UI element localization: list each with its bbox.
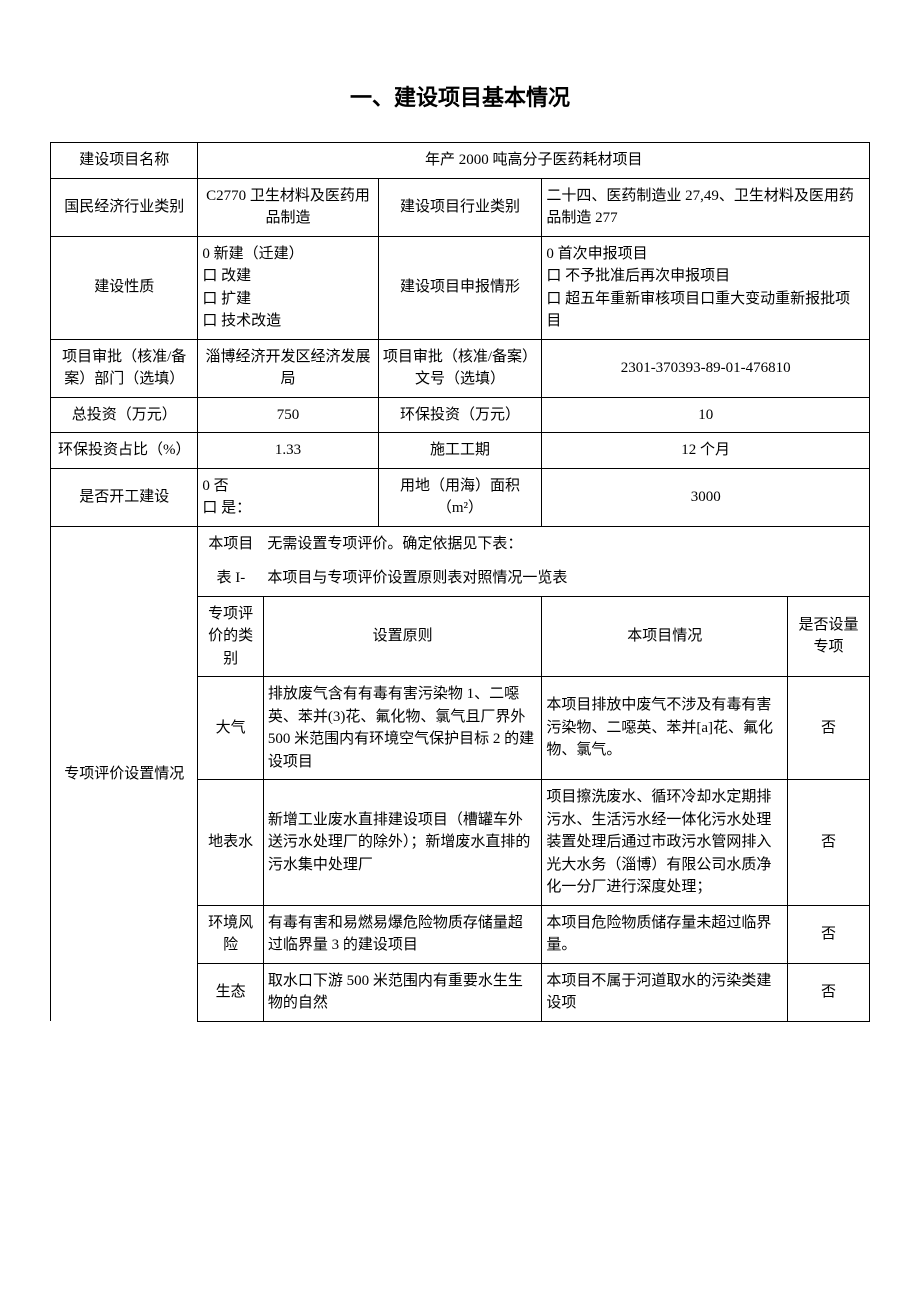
- page-title: 一、建设项目基本情况: [50, 80, 870, 112]
- inner-header-type: 专项评价的类别: [198, 596, 264, 677]
- label-env-ratio: 环保投资占比（%）: [51, 433, 198, 469]
- value-construction-nature: 0 新建（迁建） 口 改建 口 扩建 口 技术改造: [198, 236, 378, 339]
- eval-principle: 新增工业废水直排建设项目（槽罐车外送污水处理厂的除外）；新增废水直排的污水集中处…: [263, 780, 541, 906]
- eval-situation: 项目擦洗废水、循环冷却水定期排污水、生活污水经一体化污水处理装置处理后通过市政污…: [542, 780, 788, 906]
- intro-text: 无需设置专项评价。确定依据见下表：: [263, 526, 869, 561]
- eval-type: 生态: [198, 963, 264, 1021]
- table1-caption: 本项目与专项评价设置原则表对照情况一览表: [263, 561, 869, 596]
- value-land-area: 3000: [542, 468, 870, 526]
- label-industry-cat: 国民经济行业类别: [51, 178, 198, 236]
- value-approval-doc: 2301-370393-89-01-476810: [542, 339, 870, 397]
- label-period: 施工工期: [378, 433, 542, 469]
- eval-principle: 排放废气含有有毒有害污染物 1、二噁英、苯并(3)花、氟化物、氯气且厂界外 50…: [263, 677, 541, 780]
- label-approval-dept: 项目审批（核准/备案）部门（选填）: [51, 339, 198, 397]
- label-total-investment: 总投资（万元）: [51, 397, 198, 433]
- value-env-investment: 10: [542, 397, 870, 433]
- eval-principle: 有毒有害和易燃易爆危险物质存储量超过临界量 3 的建设项目: [263, 905, 541, 963]
- value-industry-cat: C2770 卫生材料及医药用品制造: [198, 178, 378, 236]
- eval-situation: 本项目危险物质储存量未超过临界量。: [542, 905, 788, 963]
- value-total-investment: 750: [198, 397, 378, 433]
- label-this-project: 本项目: [198, 526, 264, 561]
- eval-situation: 本项目不属于河道取水的污染类建设项: [542, 963, 788, 1021]
- label-approval-doc: 项目审批（核准/备案）文号（选填）: [378, 339, 542, 397]
- eval-set: 否: [788, 905, 870, 963]
- value-period: 12 个月: [542, 433, 870, 469]
- label-declaration-type: 建设项目申报情形: [378, 236, 542, 339]
- value-project-industry-cat: 二十四、医药制造业 27,49、卫生材料及医用药品制造 277: [542, 178, 870, 236]
- table1-label: 表 I-: [198, 561, 264, 596]
- inner-header-set: 是否设量专项: [788, 596, 870, 677]
- label-land-area: 用地（用海）面积（m²）: [378, 468, 542, 526]
- eval-situation: 本项目排放中废气不涉及有毒有害污染物、二噁英、苯并[a]花、氟化物、氯气。: [542, 677, 788, 780]
- label-project-name: 建设项目名称: [51, 143, 198, 179]
- value-approval-dept: 淄博经济开发区经济发展局: [198, 339, 378, 397]
- eval-type: 地表水: [198, 780, 264, 906]
- eval-type: 环境风险: [198, 905, 264, 963]
- eval-set: 否: [788, 963, 870, 1021]
- inner-header-principle: 设置原则: [263, 596, 541, 677]
- value-started: 0 否 口 是：: [198, 468, 378, 526]
- eval-type: 大气: [198, 677, 264, 780]
- label-started: 是否开工建设: [51, 468, 198, 526]
- inner-header-situation: 本项目情况: [542, 596, 788, 677]
- value-project-name: 年产 2000 吨高分子医药耗材项目: [198, 143, 870, 179]
- label-env-investment: 环保投资（万元）: [378, 397, 542, 433]
- main-table: 建设项目名称 年产 2000 吨高分子医药耗材项目 国民经济行业类别 C2770…: [50, 142, 870, 1022]
- label-construction-nature: 建设性质: [51, 236, 198, 339]
- value-declaration-type: 0 首次申报项目 口 不予批准后再次申报项目 口 超五年重新审核项目口重大变动重…: [542, 236, 870, 339]
- label-project-industry-cat: 建设项目行业类别: [378, 178, 542, 236]
- value-env-ratio: 1.33: [198, 433, 378, 469]
- eval-principle: 取水口下游 500 米范围内有重要水生生物的自然: [263, 963, 541, 1021]
- eval-set: 否: [788, 677, 870, 780]
- eval-set: 否: [788, 780, 870, 906]
- label-special-eval: 专项评价设置情况: [51, 526, 198, 1021]
